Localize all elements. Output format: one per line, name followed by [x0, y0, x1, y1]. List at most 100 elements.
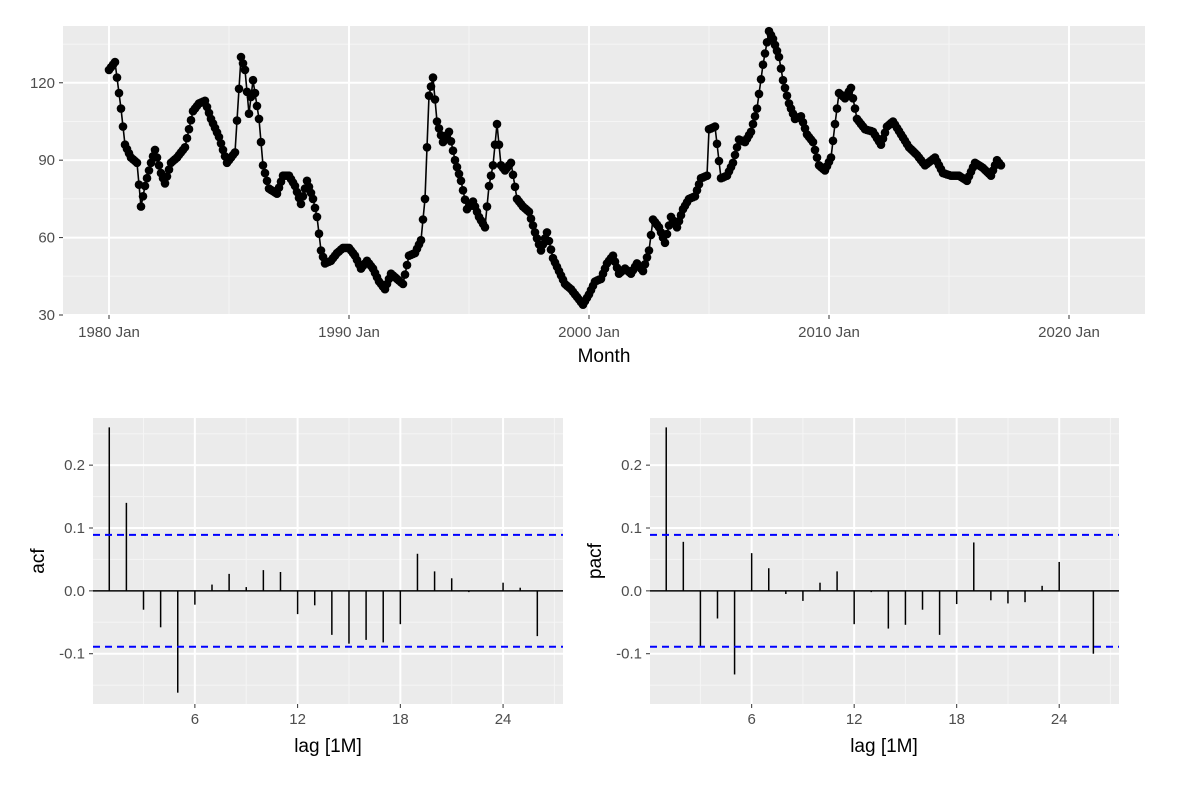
acf-significance-lines — [93, 533, 563, 648]
data-point — [528, 221, 538, 230]
data-point — [398, 279, 408, 289]
pacf-bars — [650, 427, 1119, 675]
data-point — [164, 165, 174, 174]
data-point — [782, 91, 792, 100]
data-point — [180, 143, 190, 152]
data-point — [150, 145, 160, 155]
data-point — [752, 104, 762, 113]
y-tick-label: -0.1 — [616, 646, 642, 663]
data-point — [702, 171, 712, 180]
data-point — [434, 124, 444, 133]
data-point — [510, 182, 520, 192]
data-point — [118, 122, 128, 131]
data-point — [662, 229, 672, 239]
data-point — [186, 115, 196, 125]
y-tick-label: 0.1 — [64, 520, 85, 537]
data-point — [812, 153, 822, 162]
data-point — [660, 238, 670, 248]
data-point — [760, 49, 770, 58]
data-point — [256, 137, 266, 147]
data-point — [810, 145, 820, 155]
acf-y-axis-title: acf — [28, 548, 49, 574]
data-point — [216, 139, 226, 148]
data-point — [244, 109, 254, 118]
data-point — [310, 203, 320, 213]
data-point — [160, 179, 170, 188]
data-point — [826, 153, 836, 162]
data-point — [298, 192, 308, 201]
data-point — [400, 270, 410, 279]
data-point — [154, 161, 164, 170]
data-point — [184, 124, 194, 134]
data-point — [422, 143, 432, 152]
data-point — [142, 173, 152, 183]
data-point — [110, 57, 120, 67]
data-point — [506, 158, 516, 168]
time-series-panel: 30 60 90 120 1980 Jan 1990 Jan 2000 Jan 2010 J… — [30, 26, 1145, 367]
pacf-y-axis-title: pacf — [585, 542, 606, 579]
data-point — [432, 117, 442, 126]
pacf-y-axis: -0.1 0.0 0.1 0.2 — [616, 457, 650, 663]
data-point — [480, 223, 490, 232]
data-point — [452, 162, 462, 172]
data-point — [758, 60, 768, 69]
data-point — [112, 73, 122, 82]
data-point — [312, 212, 322, 222]
data-point — [846, 83, 856, 93]
data-point — [262, 176, 272, 186]
data-point — [114, 88, 124, 98]
data-point — [830, 119, 840, 129]
data-point — [710, 122, 720, 131]
data-point — [640, 260, 650, 269]
pacf-significance-lines — [650, 533, 1119, 648]
data-point — [458, 186, 468, 195]
acf-x-axis: 6 12 18 24 — [191, 704, 511, 728]
data-point — [746, 127, 756, 137]
data-point — [542, 228, 552, 237]
data-point — [996, 161, 1006, 170]
data-point — [730, 150, 740, 160]
data-point — [494, 140, 504, 149]
data-point — [428, 73, 438, 82]
data-point — [430, 95, 440, 104]
data-point — [492, 119, 502, 129]
x-tick-label: 24 — [1051, 711, 1068, 728]
data-point — [642, 253, 652, 262]
data-point — [460, 195, 470, 204]
y-tick-label: -0.1 — [59, 646, 85, 663]
pacf-gridlines — [650, 418, 1119, 704]
data-point — [182, 133, 192, 143]
time-series-x-axis-title: Month — [578, 346, 631, 367]
time-series-points — [104, 26, 1006, 310]
data-point — [418, 215, 428, 224]
data-point — [828, 136, 838, 146]
data-point — [644, 246, 654, 255]
x-tick-label: 6 — [747, 711, 755, 728]
data-point — [140, 181, 150, 191]
y-tick-label: 0.2 — [64, 457, 85, 474]
y-tick-label: 90 — [38, 152, 55, 169]
acf-y-axis: -0.1 0.0 0.1 0.2 — [59, 457, 93, 663]
data-point — [232, 116, 242, 125]
data-point — [774, 52, 784, 62]
data-point — [456, 176, 466, 186]
x-tick-label: 18 — [948, 711, 965, 728]
x-tick-label: 18 — [392, 711, 409, 728]
data-point — [258, 161, 268, 170]
data-point — [152, 153, 162, 162]
data-point — [748, 119, 758, 129]
data-point — [238, 59, 248, 68]
x-tick-label: 6 — [191, 711, 199, 728]
data-point — [132, 158, 142, 168]
data-point — [728, 158, 738, 168]
data-point — [832, 104, 842, 113]
x-tick-label: 2010 Jan — [798, 324, 860, 341]
data-point — [484, 181, 494, 191]
data-point — [314, 229, 324, 238]
time-series-x-axis: 1980 Jan 1990 Jan 2000 Jan 2010 Jan 2020 Jan — [78, 315, 1100, 341]
data-point — [638, 266, 648, 276]
time-series-y-axis: 30 60 90 120 — [30, 75, 63, 324]
data-point — [486, 171, 496, 180]
data-point — [260, 168, 270, 178]
